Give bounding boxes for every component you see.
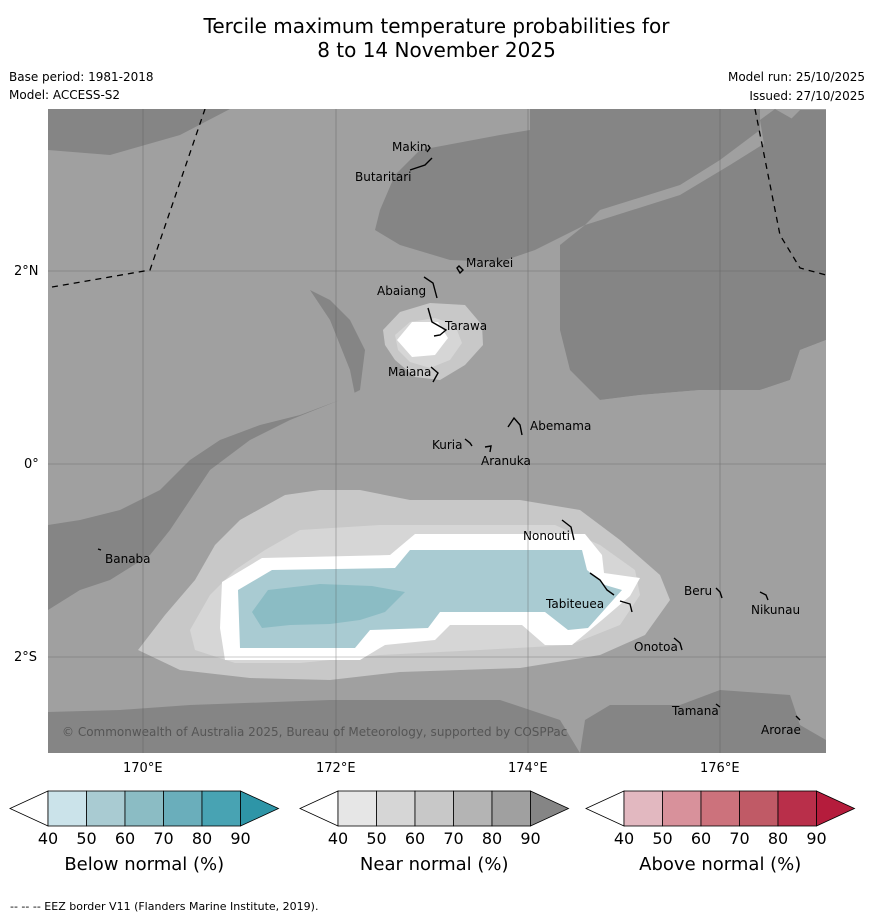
island-label-maiana: Maiana <box>388 365 431 379</box>
colorbar-segment <box>414 790 454 827</box>
colorbar-title: Above normal (%) <box>639 854 802 875</box>
colorbar-tick-label: 60 <box>690 829 712 848</box>
colorbar-tick-label: 70 <box>153 829 174 848</box>
lat-label-2n: 2°N <box>14 264 39 279</box>
island-label-aranuka: Aranuka <box>481 454 531 468</box>
island-label-tamana: Tamana <box>671 704 719 718</box>
colorbar-tick-label: 90 <box>520 829 541 848</box>
near-normal-60plus-east-region <box>560 110 826 400</box>
tarawa-white-region <box>397 322 448 357</box>
below-normal-40-50-region <box>238 550 622 648</box>
island-label-butaritari: Butaritari <box>355 170 412 184</box>
island-label-makin: Makin <box>392 140 428 154</box>
colorbar-high-extension <box>816 790 856 827</box>
colorbar-segment <box>739 790 779 827</box>
colorbar-title: Near normal (%) <box>359 854 509 875</box>
title-line-2: 8 to 14 November 2025 <box>317 38 556 62</box>
island-shapes <box>97 144 801 721</box>
colorbar-title: Below normal (%) <box>64 854 225 875</box>
lon-label-176e: 176°E <box>700 761 740 776</box>
lat-label-0: 0° <box>24 457 39 472</box>
island-label-kuria: Kuria <box>432 438 463 452</box>
colorbar-segment <box>337 790 377 827</box>
colorbar-tick-label: 60 <box>114 829 136 848</box>
colorbar-segment <box>47 790 87 827</box>
title-line-1: Tercile maximum temperature probabilitie… <box>203 14 670 38</box>
colorbar-tick-label: 50 <box>366 829 387 848</box>
island-label-nikunau: Nikunau <box>751 603 800 617</box>
near-normal-50-60-east-strip <box>590 340 826 502</box>
island-label-abaiang: Abaiang <box>377 284 426 298</box>
colorbar-segment <box>453 790 493 827</box>
island-label-arorae: Arorae <box>761 723 801 737</box>
island-labels: Makin Butaritari Marakei Abaiang Tarawa … <box>105 140 801 737</box>
lon-label-172e: 172°E <box>316 761 356 776</box>
colorbar-tick-label: 80 <box>191 829 213 848</box>
colorbar-tick-label: 70 <box>729 829 750 848</box>
colorbar-tick-label: 40 <box>37 829 59 848</box>
colorbar-tick-label: 90 <box>806 829 827 848</box>
colorbar-segment <box>376 790 416 827</box>
colorbar-tick-label: 40 <box>613 829 635 848</box>
colorbar-segment <box>623 790 663 827</box>
colorbar-tick-label: 90 <box>230 829 251 848</box>
colorbar-segment <box>163 790 203 827</box>
colorbar-low-extension <box>9 790 49 827</box>
graticule <box>48 109 826 753</box>
colorbar-segment <box>201 790 241 827</box>
colorbar-tick-label: 80 <box>767 829 789 848</box>
colorbar-high-extension <box>240 790 280 827</box>
colorbar-tick-label: 50 <box>76 829 97 848</box>
island-label-beru: Beru <box>684 584 712 598</box>
eez-border <box>51 109 826 288</box>
island-label-marakei: Marakei <box>466 256 513 270</box>
model-label: Model: ACCESS-S2 <box>9 88 121 102</box>
colorbar-tick-label: 70 <box>443 829 464 848</box>
colorbar-tick-label: 80 <box>481 829 503 848</box>
colorbar-low-extension <box>585 790 625 827</box>
lon-label-174e: 174°E <box>508 761 548 776</box>
colorbar-segment <box>777 790 817 827</box>
island-label-tarawa: Tarawa <box>444 319 487 333</box>
island-label-nonouti: Nonouti <box>523 529 570 543</box>
base-period: Base period: 1981-2018 <box>9 70 154 84</box>
colorbar-tick-label: 60 <box>404 829 426 848</box>
island-label-abemama: Abemama <box>530 419 591 433</box>
colorbar-segment <box>700 790 740 827</box>
island-label-tabiteuea: Tabiteuea <box>545 597 604 611</box>
colorbar-segment <box>86 790 126 827</box>
island-label-onotoa: Onotoa <box>634 640 678 654</box>
lat-label-2s: 2°S <box>14 650 38 665</box>
island-label-banaba: Banaba <box>105 552 151 566</box>
colorbar-low-extension <box>299 790 339 827</box>
colorbar-segment <box>491 790 531 827</box>
colorbar-high-extension <box>530 790 570 827</box>
colorbar-segment <box>124 790 164 827</box>
colorbars <box>9 790 856 827</box>
model-run: Model run: 25/10/2025 <box>727 70 865 84</box>
issued-date: Issued: 27/10/2025 <box>749 89 865 103</box>
lon-label-170e: 170°E <box>123 761 163 776</box>
copyright-text: © Commonwealth of Australia 2025, Bureau… <box>62 725 567 739</box>
colorbar-tick-label: 40 <box>327 829 349 848</box>
colorbar-tick-label: 50 <box>652 829 673 848</box>
colorbar-segment <box>662 790 702 827</box>
footer-note: -- -- -- EEZ border V11 (Flanders Marine… <box>10 900 319 913</box>
below-normal-50-60-region <box>252 584 405 628</box>
